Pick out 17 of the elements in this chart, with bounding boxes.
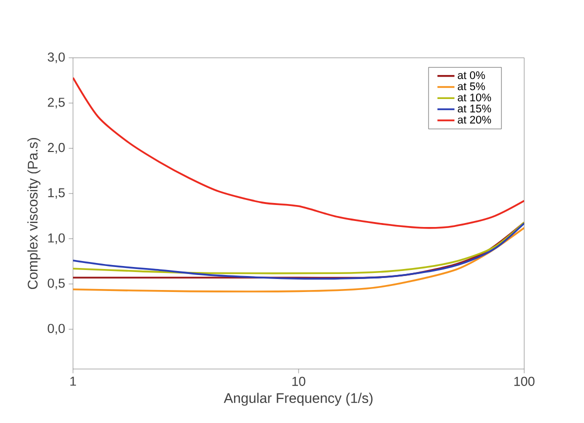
y-tick-label: 1,5 <box>48 188 65 199</box>
legend-label: at 15% <box>458 104 492 112</box>
legend-label: at 5% <box>458 82 485 90</box>
legend-label: at 20% <box>458 116 492 124</box>
y-tick-label: 3,0 <box>48 52 65 64</box>
x-tick-label: 1 <box>70 376 76 386</box>
legend-label: at 10% <box>458 94 492 102</box>
y-tick-label: 2,0 <box>48 142 65 154</box>
y-tick-label: 0,5 <box>48 278 65 290</box>
x-axis-title: Angular Frequency (1/s) <box>224 392 372 406</box>
y-tick-label: 2,5 <box>48 98 65 108</box>
y-tick-label: 1,0 <box>48 233 65 244</box>
x-tick-label: 10 <box>292 376 306 386</box>
legend-label: at 0% <box>458 71 485 80</box>
y-tick-label: 0,0 <box>48 324 65 335</box>
x-tick-label: 100 <box>514 376 534 386</box>
y-axis-title: Complex viscosity (Pa.s) <box>27 138 40 290</box>
